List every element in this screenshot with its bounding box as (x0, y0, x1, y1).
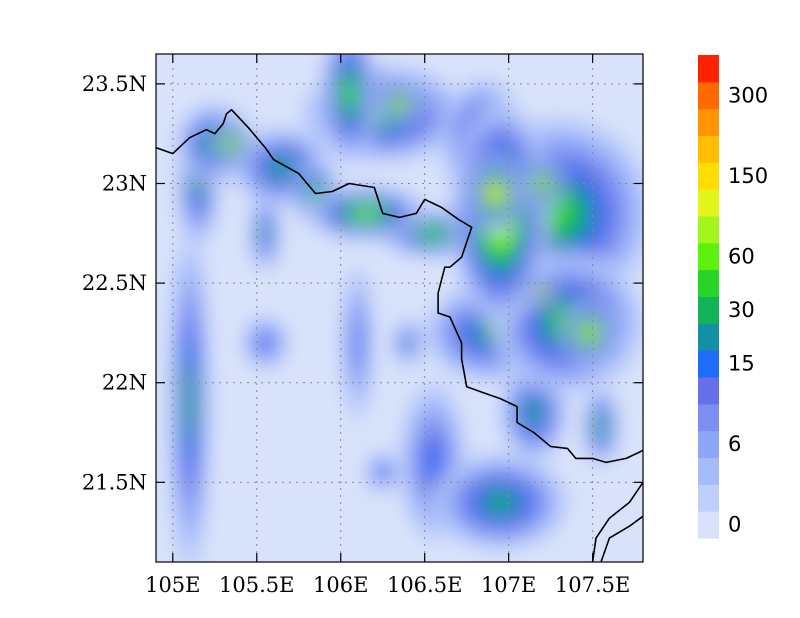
latitude-axis: 21.5N 22N 22.5N 23N 23.5N (82, 72, 643, 494)
rainfall-cell-28-level-15 (538, 289, 547, 298)
colorbar-label-3: 30 (728, 298, 755, 322)
rainfall-cell-27-level-14 (491, 189, 500, 198)
x-tick-label-5: 107.5E (555, 573, 630, 597)
rainfall-cell-16-level-9 (597, 420, 606, 433)
rainfall-cell-5-level-8 (185, 371, 194, 434)
map-panel (155, 53, 644, 563)
rainfall-cell-1-level-6 (353, 324, 362, 362)
colorbar-label-2: 15 (728, 352, 755, 376)
rainfall-cell-11-level-8 (488, 493, 513, 511)
country-borders (156, 109, 643, 562)
colorbar-label-1: 6 (728, 432, 741, 456)
colorbar-segment-0 (698, 511, 719, 539)
colorbar-segment-10 (698, 242, 719, 271)
colorbar-segment-12 (698, 189, 719, 217)
rainfall-cell-4-level-7 (403, 338, 412, 348)
rainfall-cell-18-level-10 (345, 83, 354, 104)
colorbar-segment-14 (698, 135, 719, 163)
rainfall-cell-7-level-8 (273, 160, 291, 175)
colorbar-label-5: 150 (728, 164, 768, 188)
colorbar-segment-17 (698, 55, 719, 83)
border-line-0 (156, 109, 643, 464)
rainfall-cell-22-level-13 (227, 139, 236, 148)
rainfall-cell-2-level-6 (260, 336, 271, 349)
rainfall-field (170, 54, 643, 562)
y-tick-label-1: 22N (102, 371, 147, 395)
y-tick-label-3: 23N (102, 171, 147, 195)
x-tick-label-4: 107E (481, 573, 536, 597)
colorbar-label-4: 60 (728, 244, 755, 268)
rainfall-cell-8-level-8 (261, 226, 270, 241)
rainfall-cell-19-level-10 (425, 229, 441, 238)
colorbar-segment-8 (698, 296, 719, 324)
x-tick-label-2: 106E (313, 573, 368, 597)
colorbar-segment-5 (698, 377, 719, 405)
colorbar-segment-16 (698, 81, 719, 110)
x-tick-label-3: 106.5E (387, 573, 462, 597)
map-frame (155, 53, 644, 563)
y-tick-label-0: 21.5N (82, 470, 147, 494)
colorbar-segment-7 (698, 323, 719, 351)
colorbar-segment-2 (698, 457, 719, 485)
colorbar-label-0: 0 (728, 513, 741, 537)
colorbar-segment-9 (698, 269, 719, 297)
colorbar-segment-13 (698, 162, 719, 190)
border-line-2 (600, 515, 643, 562)
colorbar-segment-11 (698, 216, 719, 244)
rainfall-cell-10-level-8 (528, 404, 540, 422)
colorbar-segment-3 (698, 430, 719, 458)
y-tick-label-4: 23.5N (82, 72, 147, 96)
colorbar-legend: 0 6 15 30 60 150 300 (698, 55, 768, 539)
colorbar-label-6: 300 (728, 83, 768, 107)
longitude-axis: 105E 105.5E 106E 106.5E 107E 107.5E (145, 54, 630, 597)
rainfall-cell-26-level-13 (585, 328, 594, 337)
x-tick-label-0: 105E (145, 573, 200, 597)
colorbar-segment-1 (698, 484, 719, 512)
rainfall-cell-3-level-6 (378, 467, 387, 477)
y-tick-label-2: 22.5N (82, 271, 147, 295)
rainfall-cell-21-level-11 (358, 209, 374, 218)
colorbar-segment-15 (698, 108, 719, 136)
x-tick-label-1: 105.5E (219, 573, 294, 597)
border-line-1 (591, 481, 643, 562)
rainfall-cell-0-level-6 (425, 444, 441, 481)
colorbar-segment-4 (698, 403, 719, 432)
colorbar-segment-6 (698, 350, 719, 378)
rainfall-cell-23-level-13 (395, 99, 404, 108)
